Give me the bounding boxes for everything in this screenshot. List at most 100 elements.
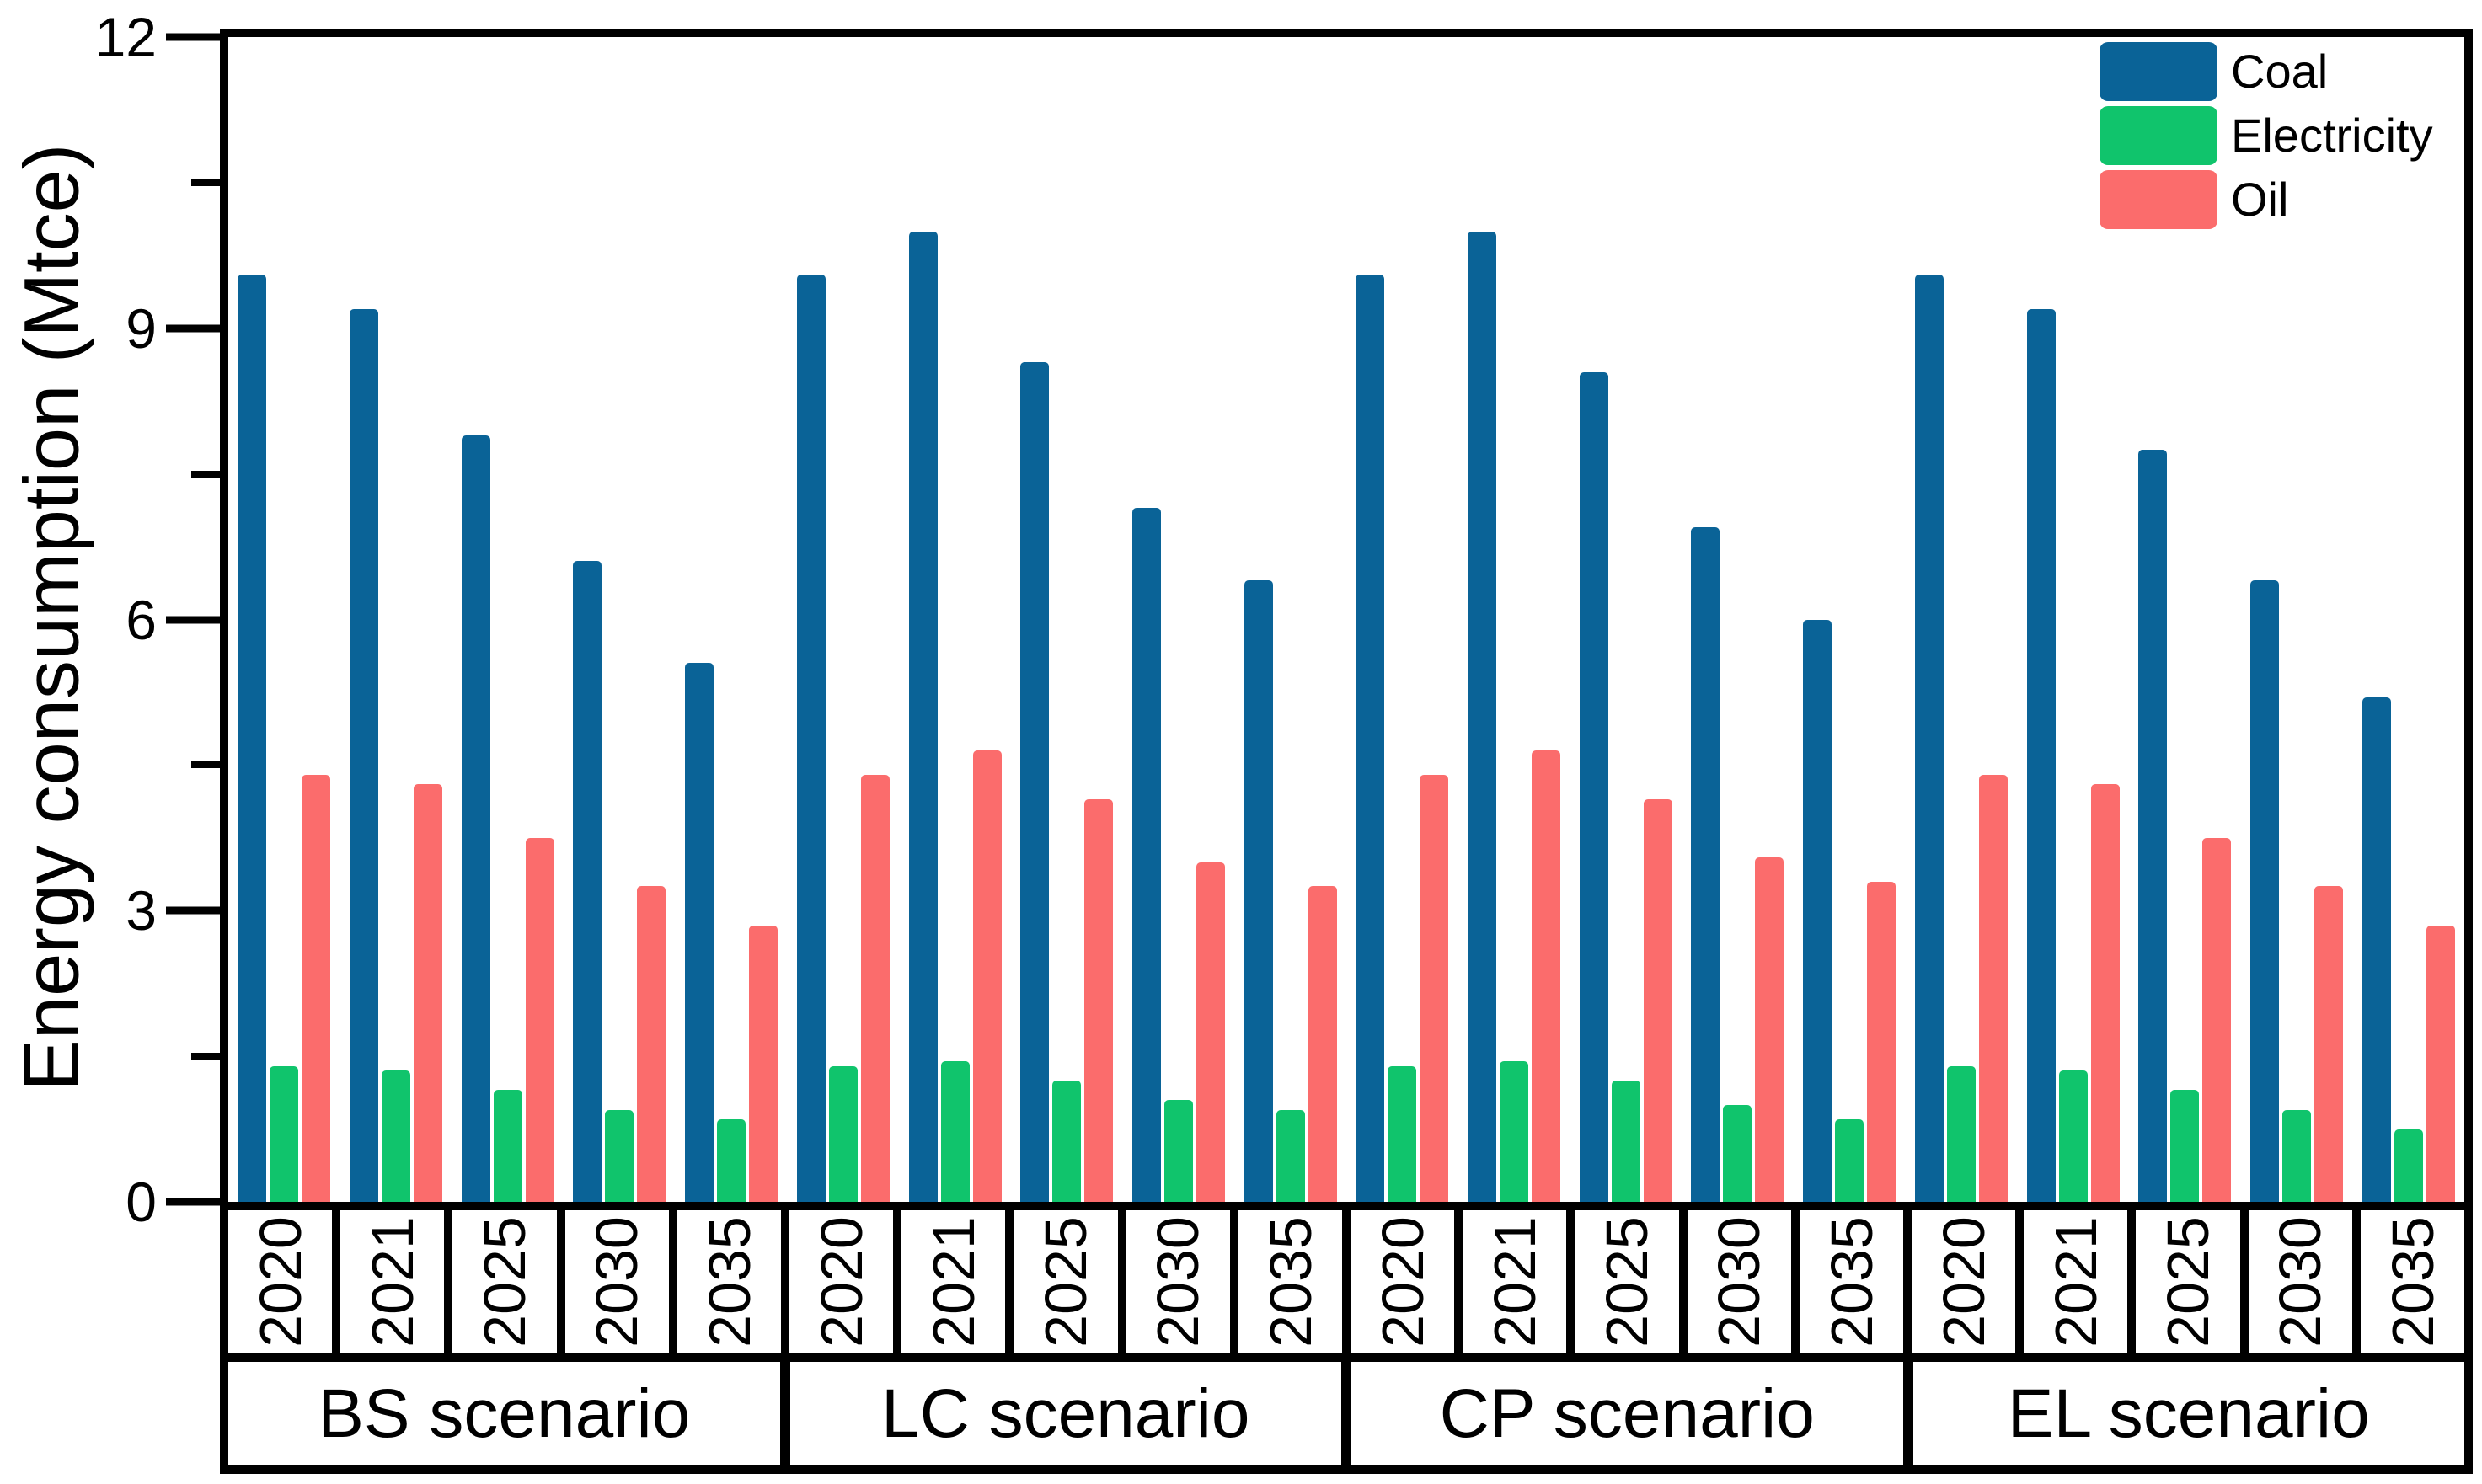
bar-coal-bs-2021 [350,308,379,1202]
bar-coal-cp-2020 [1356,275,1385,1202]
year-cell-lc-2021: 2021 [901,1210,1006,1353]
year-label: 2035 [1257,1216,1324,1348]
scenario-cell-bs: BS scenario [228,1362,780,1465]
scenario-label: CP scenario [1439,1375,1815,1452]
bar-group-2030 [564,37,676,1202]
year-cell-bs-2030: 2030 [564,1210,669,1353]
bar-oil-bs-2035 [749,925,778,1202]
y-tick-label-6: 6 [126,588,157,651]
bar-electricity-bs-2035 [717,1119,746,1202]
bar-group-2025 [1570,37,1682,1202]
bar-group-2020 [1346,37,1458,1202]
legend-swatch-coal [2100,42,2217,101]
year-cell-cp-2021: 2021 [1463,1210,1567,1353]
year-label: 2025 [1594,1216,1661,1348]
y-major-tick-3 [166,906,220,915]
bar-electricity-lc-2035 [1276,1109,1305,1202]
scenario-group-el [1906,37,2465,1202]
bar-group-2035 [2352,37,2464,1202]
year-cell-bs-2025: 2025 [452,1210,557,1353]
bar-coal-el-2020 [1914,275,1944,1202]
scenario-cell-lc: LC scenario [789,1362,1341,1465]
y-tick-label-3: 3 [126,879,157,942]
year-cell-bs-2020: 2020 [228,1210,333,1353]
legend-label-electricity: Electricity [2231,109,2433,162]
bar-group-2025 [1011,37,1123,1202]
year-cell-el-2021: 2021 [2024,1210,2128,1353]
plot-area: 0 3 6 9 12 [95,9,2473,1230]
y-major-tick-0 [166,1198,220,1206]
year-cell-lc-2020: 2020 [789,1210,894,1353]
year-cell-lc-2025: 2025 [1014,1210,1118,1353]
bar-electricity-cp-2021 [1500,1060,1529,1202]
bar-electricity-lc-2020 [828,1065,858,1202]
year-cell-lc-2035: 2035 [1238,1210,1343,1353]
year-box-section-lc: 2020 2021 2025 2030 2035 [789,1210,1343,1353]
bar-coal-bs-2025 [461,435,490,1202]
bar-group-2021 [1458,37,1570,1202]
bar-coal-lc-2030 [1131,507,1161,1202]
y-major-tick-9 [166,324,220,333]
year-label: 2021 [920,1216,987,1348]
year-label: 2030 [2267,1216,2334,1348]
scenario-cell-el: EL scenario [1912,1362,2464,1465]
bar-electricity-el-2025 [2170,1090,2200,1202]
bar-group-2020 [788,37,900,1202]
scenario-cell-cp: CP scenario [1351,1362,1903,1465]
bar-electricity-el-2021 [2058,1070,2088,1202]
bar-coal-lc-2020 [796,275,826,1202]
y-tick-label-12: 12 [94,6,157,68]
bar-group-2030 [2241,37,2353,1202]
bar-electricity-el-2020 [1946,1065,1976,1202]
y-tick-label-0: 0 [126,1171,157,1233]
year-label: 2035 [696,1216,762,1348]
bar-group-2021 [899,37,1011,1202]
bar-electricity-bs-2021 [382,1070,411,1202]
bar-oil-cp-2020 [1420,774,1449,1202]
bar-oil-cp-2030 [1755,857,1784,1202]
legend-swatch-electricity [2100,106,2217,165]
year-cell-cp-2020: 2020 [1351,1210,1455,1353]
legend: Coal Electricity Oil [2100,42,2433,229]
bar-oil-cp-2021 [1532,750,1561,1202]
year-label: 2020 [808,1216,875,1348]
bar-oil-lc-2030 [1196,862,1225,1202]
year-label: 2035 [2379,1216,2446,1348]
bar-electricity-cp-2035 [1835,1119,1864,1202]
year-label: 2021 [359,1216,425,1348]
bar-group-2030 [1123,37,1235,1202]
bar-coal-lc-2025 [1020,362,1050,1202]
legend-label-oil: Oil [2231,173,2289,226]
bar-coal-el-2021 [2026,308,2056,1202]
year-cell-el-2025: 2025 [2136,1210,2240,1353]
scenario-group-cp [1346,37,1906,1202]
year-cell-bs-2021: 2021 [340,1210,445,1353]
bar-electricity-el-2035 [2394,1129,2423,1202]
legend-swatch-oil [2100,170,2217,229]
bar-oil-lc-2020 [860,774,890,1202]
year-label: 2025 [1033,1216,1099,1348]
bar-electricity-bs-2025 [493,1090,522,1202]
bar-coal-bs-2020 [238,275,267,1202]
bar-coal-bs-2035 [685,663,714,1202]
bar-electricity-cp-2030 [1723,1104,1752,1202]
bar-group-2020 [1906,37,2018,1202]
scenario-label: BS scenario [318,1375,691,1452]
bar-coal-el-2030 [2249,580,2279,1202]
bar-oil-cp-2025 [1643,798,1672,1202]
year-cell-el-2020: 2020 [1912,1210,2016,1353]
bar-electricity-lc-2025 [1052,1080,1082,1202]
year-label-row: 2020 2021 2025 2030 2035 2020 2021 2025 2030 2035… [228,1210,2465,1353]
bar-electricity-cp-2025 [1611,1080,1640,1202]
bar-oil-bs-2021 [414,784,443,1202]
bar-oil-el-2020 [1978,774,2008,1202]
year-label: 2021 [1481,1216,1548,1348]
y-tick-label-9: 9 [126,296,157,360]
bar-coal-cp-2025 [1579,371,1608,1202]
bar-coal-el-2025 [2138,449,2168,1202]
year-label: 2025 [2155,1216,2222,1348]
scenario-label: EL scenario [2007,1375,2370,1452]
bar-oil-el-2021 [2090,784,2120,1202]
bar-oil-bs-2030 [637,886,666,1202]
